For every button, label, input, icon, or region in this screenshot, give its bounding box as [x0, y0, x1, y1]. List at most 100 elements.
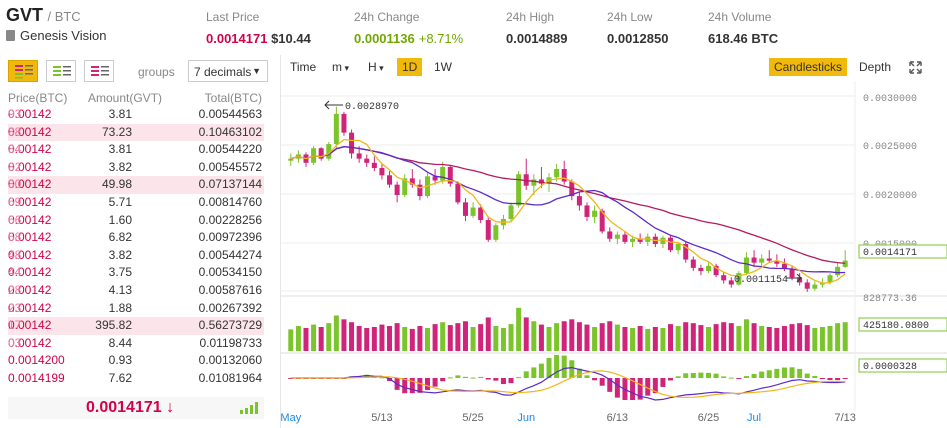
- macd-bar: [645, 378, 651, 396]
- order-row[interactable]: 0.00142 03 8.44 0.01198733: [8, 335, 264, 353]
- candlestick-chart[interactable]: 0.0030000 0.0025000 0.0020000 0.0015000 …: [281, 81, 947, 428]
- volume-bar: [812, 327, 818, 351]
- volume-bar: [660, 327, 666, 351]
- caret-down-icon: ▼: [252, 66, 261, 76]
- row-amount: 1.88: [108, 300, 132, 315]
- row-total: 0.10463102: [198, 124, 262, 139]
- x-axis-labels: May 5/13 5/25 Jun 6/13 6/25 Jul 7/13: [281, 412, 856, 424]
- order-row[interactable]: 0.00142 48 3.82 0.00544274: [8, 247, 264, 265]
- book-asks-icon: [91, 66, 109, 76]
- volume-bar: [690, 323, 696, 351]
- stat-24h-volume: 24h Volume 618.46 BTC: [708, 10, 778, 46]
- macd-bar: [698, 372, 704, 378]
- order-row[interactable]: 0.00142 58 6.82 0.00972396: [8, 229, 264, 247]
- change-value: 0.0001136: [354, 31, 415, 46]
- volume-bar: [683, 322, 689, 351]
- macd-bar: [652, 378, 658, 394]
- price-main: 0.00142: [8, 247, 52, 262]
- macd-indicator: [288, 354, 848, 401]
- price-tick: 0.0020000: [863, 191, 917, 202]
- row-amount: 0.93: [108, 353, 132, 368]
- candles: [288, 106, 848, 292]
- candlesticks-tab[interactable]: Candlesticks: [769, 58, 848, 76]
- volume-bar: [637, 326, 643, 351]
- candle-body: [713, 265, 719, 276]
- volume-bar: [485, 317, 491, 351]
- fullscreen-icon[interactable]: [909, 61, 922, 74]
- candle-body: [804, 282, 810, 289]
- macd-bar: [660, 378, 666, 387]
- view-both-button[interactable]: [8, 60, 38, 82]
- order-row[interactable]: 0.00142 23 1.88 0.00267392: [8, 300, 264, 318]
- stat-value: 618.46 BTC: [708, 31, 779, 46]
- price-main: 0.00142: [8, 318, 52, 333]
- candle-body: [751, 257, 757, 263]
- order-row[interactable]: 0.00142 44 3.75 0.00534150: [8, 264, 264, 282]
- view-asks-button[interactable]: [84, 60, 114, 82]
- order-row[interactable]: 0.00142 69 5.71 0.00814760: [8, 194, 264, 212]
- order-row[interactable]: 0.00142 17 395.82 0.56273729: [8, 317, 264, 335]
- view-bids-button[interactable]: [46, 60, 76, 82]
- macd-bar: [592, 378, 598, 381]
- row-amount: 3.82: [108, 247, 132, 262]
- macd-bar: [797, 368, 803, 378]
- price-main: 0.0014199: [8, 370, 65, 385]
- candle-body: [835, 266, 841, 276]
- volume-bar: [835, 323, 841, 351]
- candle-body: [599, 210, 605, 232]
- candle-body: [690, 259, 696, 268]
- candle-body: [721, 275, 727, 281]
- order-row[interactable]: 0.00142 88 73.23 0.10463102: [8, 123, 264, 142]
- volume-bar: [303, 327, 309, 351]
- interval-1d-button[interactable]: 1D: [397, 58, 423, 76]
- macd-bar: [774, 368, 780, 378]
- minute-dropdown[interactable]: m: [327, 58, 354, 76]
- order-row[interactable]: 0.00142 66 1.60 0.00228256: [8, 212, 264, 230]
- volume-bar: [721, 322, 727, 351]
- candle-body: [455, 183, 461, 203]
- order-row[interactable]: 0.00142 82 3.82 0.00545572: [8, 159, 264, 177]
- candle-body: [523, 174, 529, 186]
- price-tail: 17: [8, 318, 22, 333]
- price-tail: 66: [8, 212, 22, 227]
- row-total: 0.56273729: [198, 318, 262, 333]
- candle-body: [812, 284, 818, 289]
- volume-bar: [645, 328, 651, 351]
- col-total: Total(BTC): [204, 91, 262, 105]
- volume-bar: [804, 325, 810, 351]
- volume-bar: [592, 327, 598, 351]
- groups-select[interactable]: 7 decimals ▼: [188, 60, 268, 82]
- volume-bar: [736, 326, 742, 351]
- time-label: Time: [290, 60, 317, 74]
- volume-bar: [827, 326, 833, 351]
- price-main: 0.00142: [8, 230, 52, 245]
- candle-body: [531, 179, 537, 186]
- macd-bar: [288, 378, 294, 379]
- price-main: 0.00142: [8, 194, 52, 209]
- row-total: 0.00544220: [198, 142, 262, 157]
- candle-body: [683, 243, 689, 260]
- macd-bar: [387, 378, 393, 382]
- order-row[interactable]: 0.0014200 0.93 0.00132060: [8, 352, 264, 370]
- order-row[interactable]: 0.00142 28 4.13 0.00587616: [8, 282, 264, 300]
- volume-bar: [493, 326, 499, 351]
- macd-bar: [531, 367, 537, 378]
- signal-bars-icon: [240, 402, 258, 414]
- row-total: 0.00534150: [198, 265, 262, 280]
- volume-bar: [698, 325, 704, 351]
- candle-body: [447, 166, 453, 184]
- macd-bar: [470, 377, 476, 379]
- depth-tab[interactable]: Depth: [859, 60, 892, 74]
- hour-dropdown[interactable]: H: [363, 58, 389, 76]
- x-axis-label: 5/25: [462, 412, 483, 424]
- candle-body: [371, 162, 377, 169]
- order-row[interactable]: 0.00142 93 3.81 0.00544563: [8, 106, 264, 124]
- volume-bar: [364, 327, 370, 351]
- candle-body: [288, 158, 294, 161]
- macd-bar: [721, 376, 727, 378]
- row-total: 0.00587616: [198, 282, 262, 297]
- order-row[interactable]: 0.00142 80 49.98 0.07137144: [8, 176, 264, 194]
- interval-1w-button[interactable]: 1W: [434, 60, 452, 74]
- order-row[interactable]: 0.00142 84 3.81 0.00544220: [8, 141, 264, 159]
- order-row[interactable]: 0.0014199 7.62 0.01081964: [8, 370, 264, 388]
